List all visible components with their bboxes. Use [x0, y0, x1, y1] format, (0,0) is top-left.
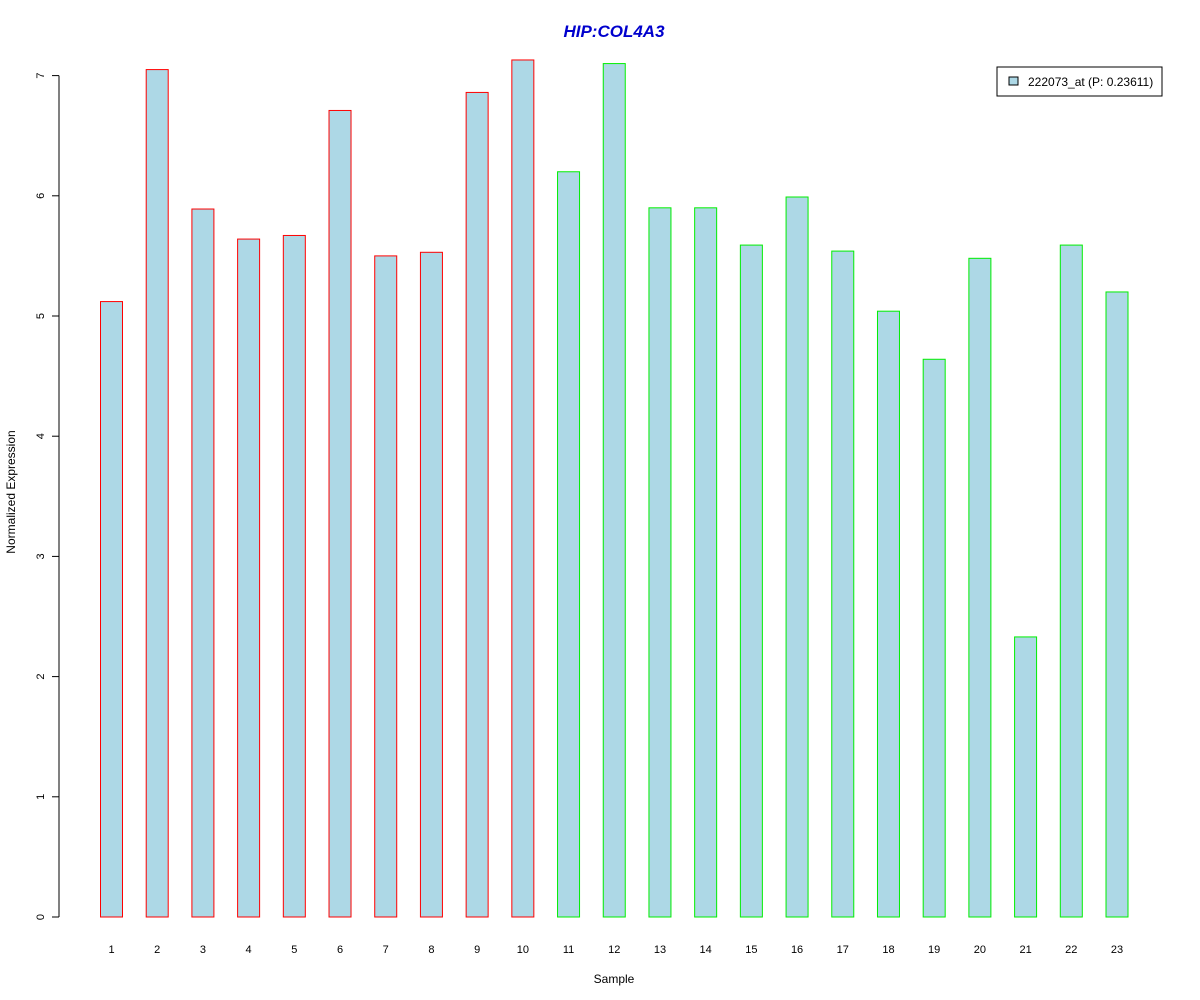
- bar-sample-16: [785, 196, 809, 918]
- y-tick-label: 3: [35, 553, 47, 559]
- x-tick-label: 18: [882, 944, 894, 956]
- bar-sample-17: [831, 250, 855, 918]
- bar-sample-20: [968, 257, 992, 918]
- bar-sample-15: [739, 244, 763, 918]
- x-tick-label: 19: [928, 944, 940, 956]
- y-tick-label: 0: [35, 914, 47, 920]
- legend: 222073_at (P: 0.23611): [996, 66, 1163, 97]
- bar-sample-14: [694, 207, 718, 918]
- x-tick-label: 8: [428, 944, 434, 956]
- bar-sample-2: [145, 69, 169, 918]
- x-tick-label: 16: [791, 944, 803, 956]
- bar-sample-10: [511, 59, 535, 918]
- bar-sample-19: [922, 358, 946, 918]
- y-tick-label: 1: [35, 794, 47, 800]
- bar-sample-8: [419, 251, 443, 918]
- x-tick-label: 21: [1019, 944, 1031, 956]
- x-tick-label: 6: [337, 944, 343, 956]
- legend-box: [996, 66, 1163, 97]
- x-tick-label: 20: [974, 944, 986, 956]
- bar-sample-21: [1014, 636, 1038, 918]
- y-tick-label: 7: [35, 73, 47, 79]
- bar-sample-1: [100, 301, 123, 918]
- y-tick-label: 2: [35, 674, 47, 680]
- bar-sample-5: [282, 234, 306, 918]
- legend-label: 222073_at (P: 0.23611): [1028, 75, 1153, 89]
- bars: [100, 59, 1129, 918]
- y-tick-label: 5: [35, 313, 47, 319]
- bar-sample-22: [1059, 244, 1083, 918]
- bar-sample-6: [328, 109, 352, 918]
- x-tick-label: 10: [517, 944, 529, 956]
- y-axis-label: Normalized Expression: [4, 430, 18, 553]
- x-tick-label: 4: [246, 944, 252, 956]
- legend-swatch: [1008, 76, 1019, 86]
- x-tick-label: 1: [108, 944, 114, 956]
- x-tick-label: 2: [154, 944, 160, 956]
- bar-sample-9: [465, 91, 489, 918]
- bar-sample-11: [557, 171, 581, 918]
- y-tick-label: 4: [35, 433, 47, 439]
- x-tick-label: 13: [654, 944, 666, 956]
- x-axis-tick-labels: 1 2 3 4 5 6 7 8 9 10 11 12 13 14 15 16 17 18 19 20 21 22 23: [108, 944, 1123, 956]
- bar-sample-7: [374, 255, 398, 918]
- x-tick-label: 22: [1065, 944, 1077, 956]
- x-tick-label: 15: [745, 944, 757, 956]
- y-axis: 0 1 2 3 4 5 6 7: [35, 73, 60, 920]
- x-tick-label: 5: [291, 944, 297, 956]
- x-tick-label: 9: [474, 944, 480, 956]
- bar-sample-3: [191, 208, 215, 918]
- bar-sample-13: [648, 207, 672, 918]
- x-tick-label: 3: [200, 944, 206, 956]
- x-axis-label: Sample: [594, 972, 635, 986]
- x-tick-label: 23: [1111, 944, 1123, 956]
- bar-sample-18: [876, 310, 900, 918]
- x-tick-label: 12: [608, 944, 620, 956]
- x-tick-label: 7: [383, 944, 389, 956]
- bar-sample-23: [1105, 291, 1129, 918]
- bar-sample-12: [602, 63, 626, 918]
- bar-sample-4: [237, 238, 261, 918]
- x-tick-label: 14: [700, 944, 712, 956]
- x-tick-label: 17: [837, 944, 849, 956]
- chart-title: HIP:COL4A3: [563, 22, 665, 41]
- x-tick-label: 11: [563, 944, 574, 956]
- y-tick-label: 6: [35, 193, 47, 199]
